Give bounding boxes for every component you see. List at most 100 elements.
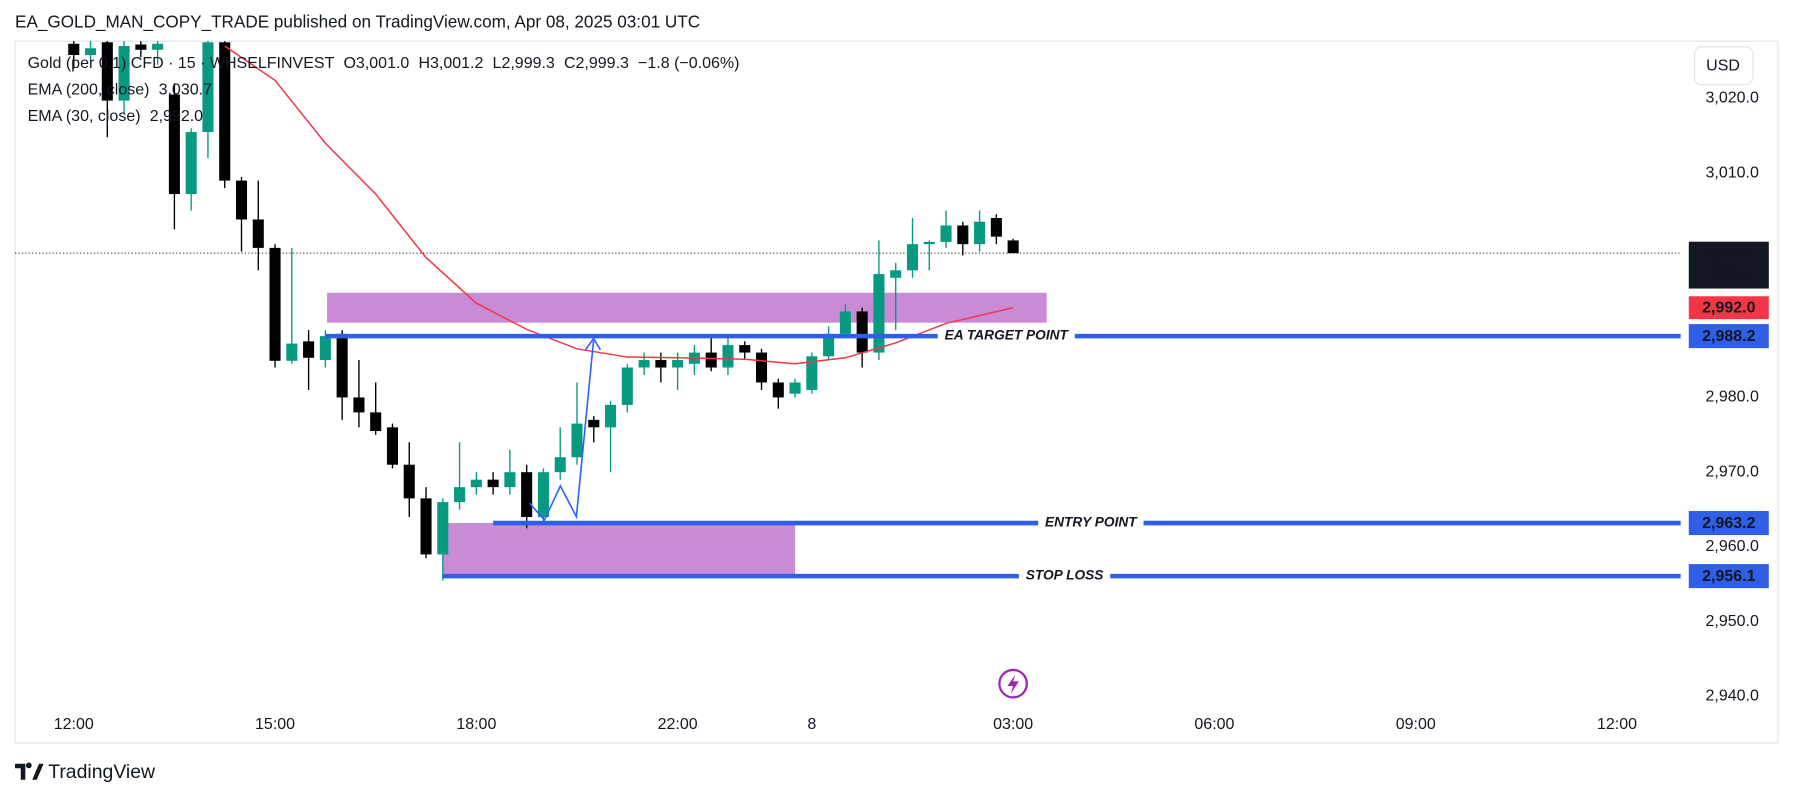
candle-body [504, 472, 516, 488]
x-tick-label: 06:00 [1194, 716, 1234, 733]
axes: 2,940.0 2,950.0 2,960.0 2,970.0 2,980.0 3,010… [54, 90, 1769, 733]
countdown-label: 13:19 [1709, 266, 1749, 283]
x-tick-label: 22:00 [658, 716, 698, 733]
level-label-bg [937, 329, 1075, 343]
candle-body [823, 333, 835, 357]
zone [327, 292, 1047, 323]
x-tick-label: 15:00 [255, 716, 295, 733]
tv-logo [15, 762, 44, 780]
zone [442, 523, 796, 575]
candle-body [269, 247, 281, 361]
candle-body [219, 42, 231, 181]
candle-body [588, 419, 600, 428]
candle-body [1007, 240, 1019, 254]
y-tick-label: 3,020.0 [1706, 90, 1759, 107]
legend-item: L2,999.3 [493, 55, 555, 72]
legend-item: 3,030.7 [159, 82, 212, 99]
candle-body [672, 360, 684, 368]
candle-body [755, 352, 768, 383]
candle-body [940, 225, 952, 242]
legend-item: Gold (per 0.1) CFD · 15 · WHSELFINVEST [28, 55, 335, 72]
candle-body [135, 44, 147, 50]
level-label-bg [1018, 569, 1111, 583]
candle-body [839, 311, 851, 334]
candle-body [621, 367, 633, 405]
candle-body [202, 42, 214, 132]
y-tick-label: 2,980.0 [1706, 389, 1759, 406]
candle-body [856, 311, 868, 353]
candle-body [739, 345, 751, 353]
candle-body [906, 244, 919, 271]
last-price-badge [1688, 241, 1769, 289]
candle-body [303, 341, 315, 358]
footer-brand: TradingView [48, 761, 156, 783]
y-tick-label: 2,950.0 [1706, 613, 1759, 630]
legend-item: EMA (200, close) [28, 82, 150, 99]
price-badge-label: 2,988.2 [1702, 328, 1755, 345]
candle-body [336, 333, 348, 398]
x-tick-label: 18:00 [456, 716, 496, 733]
currency-button[interactable] [1693, 46, 1754, 86]
projection-arrow [528, 336, 602, 522]
legend-item: H3,001.2 [418, 55, 483, 72]
y-tick-label: 2,970.0 [1706, 463, 1759, 480]
candle-body [571, 423, 583, 458]
candle-body [554, 457, 566, 473]
candle-body [353, 397, 365, 413]
candle-body [990, 217, 1002, 237]
candle-body [957, 225, 969, 245]
last-price-label: 2,999.3 [1702, 245, 1755, 262]
candle-body [638, 360, 650, 368]
candle-body [537, 472, 549, 518]
header-title: EA_GOLD_MAN_COPY_TRADE published on Trad… [15, 11, 700, 31]
level-label: ENTRY POINT [1045, 515, 1138, 530]
candle-body [252, 219, 264, 248]
price-badge-label: 2,956.1 [1702, 568, 1755, 585]
lightning [1007, 674, 1019, 694]
candle-body [605, 404, 617, 428]
candle-body [437, 502, 449, 555]
ema-line [224, 45, 1014, 365]
x-tick-label: 8 [807, 716, 816, 733]
candle-body [655, 360, 667, 368]
y-tick-label: 2,960.0 [1706, 538, 1759, 555]
y-tick-label: 3,010.0 [1706, 164, 1759, 181]
candle-body [185, 131, 197, 195]
frame [14, 40, 1779, 744]
candle-body [722, 345, 734, 368]
candle-body [420, 498, 432, 555]
currency: USD [1706, 58, 1740, 75]
x-tick-label: 09:00 [1396, 716, 1436, 733]
y-tick-label: 2,940.0 [1706, 688, 1759, 705]
legend-item: EMA (30, close) [28, 108, 141, 125]
candle-body [974, 221, 986, 245]
candle-body [454, 487, 466, 503]
candle-body [386, 427, 399, 465]
candle-body [370, 412, 382, 432]
candle-body [286, 343, 298, 361]
level-label: STOP LOSS [1026, 568, 1104, 583]
legend-item: −1.8 (−0.06%) [638, 55, 739, 72]
candle-body [168, 94, 180, 195]
candle-body [403, 464, 415, 499]
candle-body [873, 274, 885, 353]
candle-body [890, 270, 902, 278]
candle-body [923, 241, 935, 245]
ema-badge [1688, 296, 1769, 320]
level-label-bg [1038, 516, 1144, 530]
candle-body [521, 472, 533, 518]
ema-badge-label: 2,992.0 [1702, 299, 1755, 316]
level-label: EA TARGET POINT [945, 328, 1070, 343]
legend-item: 2,992.0 [150, 108, 203, 125]
x-tick-label: 03:00 [993, 716, 1033, 733]
candle-body [235, 180, 248, 220]
price-badge-label: 2,963.2 [1702, 515, 1755, 532]
candle-body [806, 356, 818, 390]
candle-body [101, 42, 113, 101]
candle-body [68, 43, 80, 55]
candle-body [772, 382, 784, 398]
legend-item: O3,001.0 [343, 55, 409, 72]
candle-body [789, 382, 801, 394]
